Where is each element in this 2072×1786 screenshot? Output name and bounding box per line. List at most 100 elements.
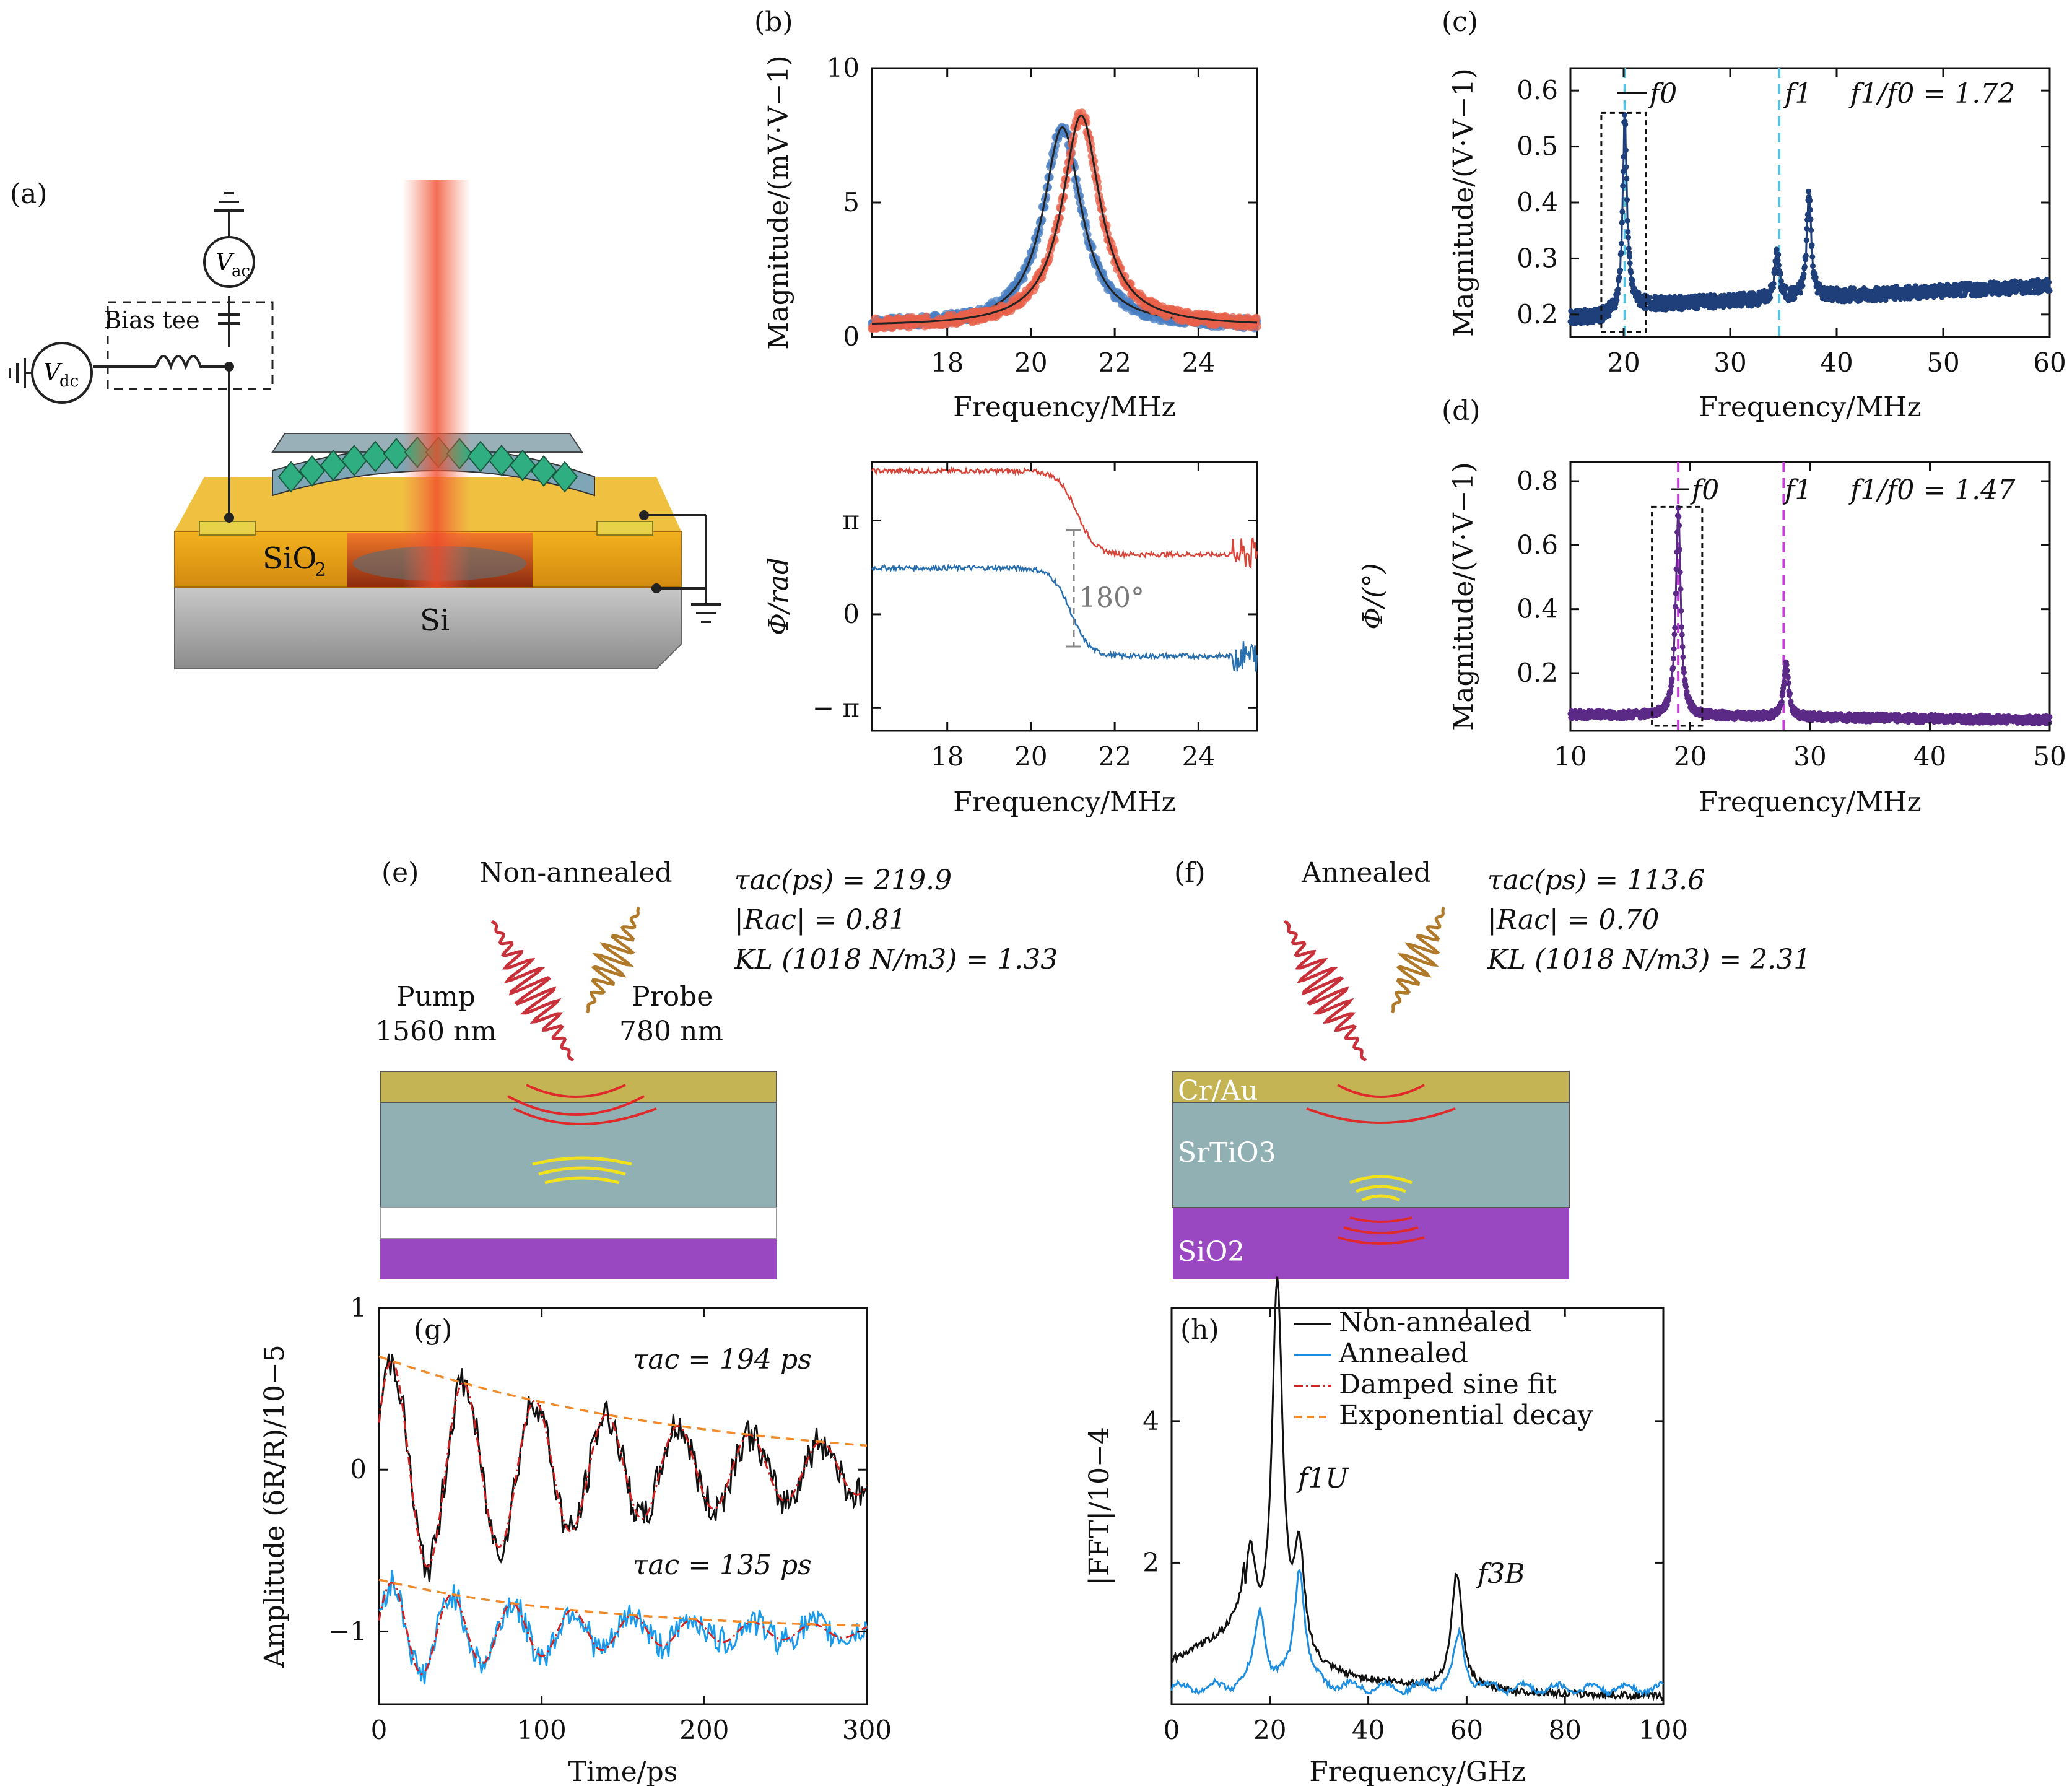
plot-d-ylabel: Magnitude/(V·V−1) — [1448, 462, 1479, 731]
y-tick-label: 1 — [350, 1292, 367, 1323]
x-tick-label: 40 — [1913, 741, 1946, 772]
data-point — [1251, 313, 1261, 323]
x-tick-label: 24 — [1182, 741, 1215, 772]
laser-beam — [403, 180, 471, 588]
inductor-icon — [155, 355, 229, 371]
raw-trace — [378, 1353, 868, 1583]
panel-letter-f: (f) — [1174, 857, 1206, 889]
fit-trace — [378, 1360, 868, 1568]
x-tick-label: 20 — [1014, 347, 1047, 378]
plot-c: 20 30 40 50 600.20.30.40.50.6 Frequency/MHz … — [1448, 67, 2066, 423]
pump-label: Pump — [396, 981, 476, 1013]
vac-label: V — [215, 248, 235, 276]
vac-sub: ac — [232, 262, 250, 281]
plot-b-bottom-marks — [871, 466, 1258, 672]
panel-letter-h: (h) — [1180, 1314, 1219, 1346]
y-tick-label: 0.6 — [1517, 75, 1558, 105]
plot-g: 0 100 200 300 −1 0 1 τac = 194 ps τac = 135 ps… — [259, 1292, 892, 1786]
panel-letter-b: (b) — [754, 6, 793, 38]
sio2-label: SiO — [263, 541, 317, 576]
plot-g-tau1: τac = 194 ps — [633, 1344, 812, 1375]
legend-label: Non-annealed — [1339, 1307, 1532, 1338]
y-tick-label: 0.5 — [1517, 131, 1558, 162]
plot-c-marks — [1567, 68, 2053, 337]
phase-jump-label: 180° — [1079, 582, 1144, 614]
srtio3-layer — [380, 1102, 777, 1208]
y-tick-label: 0.2 — [1517, 658, 1558, 688]
y-tick-label: 5 — [843, 187, 860, 217]
x-tick-label: 20 — [1014, 741, 1047, 772]
plot-c-f1-label: f1 — [1783, 78, 1812, 110]
vac-source-icon — [203, 236, 255, 288]
crystal-octahedron — [551, 461, 578, 493]
y-tick-label: 0.4 — [1517, 594, 1558, 624]
crystal-octahedron — [362, 440, 389, 473]
pump-wavelength: 1560 nm — [375, 1016, 497, 1047]
x-tick-label: 100 — [517, 1715, 567, 1745]
plot-b-top-ylabel: Magnitude/(mV·V−1) — [763, 55, 794, 349]
plot-h-xlabel: Frequency/GHz — [1309, 1756, 1526, 1786]
y-tick-label: −1 — [328, 1616, 367, 1646]
y-tick-label: 0.2 — [1517, 299, 1558, 329]
gap-layer — [380, 1207, 777, 1239]
plot-h-f1-label: f1U — [1296, 1463, 1349, 1494]
x-tick-label: 18 — [931, 741, 964, 772]
crystal-octahedron — [277, 461, 305, 493]
plot-d-ratio: f1/f0 = 1.47 — [1848, 474, 2015, 506]
plot-c-ratio: f1/f0 = 1.72 — [1848, 78, 2015, 110]
crystal-octahedron — [530, 455, 557, 487]
panel-f-title: Annealed — [1301, 857, 1431, 889]
data-point — [1253, 322, 1261, 331]
x-tick-label: 100 — [1639, 1715, 1688, 1745]
y-tick-label: − π — [812, 692, 860, 723]
x-tick-label: 24 — [1182, 347, 1215, 378]
pump-pulse-icon — [490, 920, 575, 1062]
x-tick-label: 0 — [1164, 1715, 1180, 1745]
plot-b-bottom-xlabel: Frequency/MHz — [953, 786, 1175, 818]
bias-tee-box — [107, 301, 274, 390]
plot-c-f0-label: f0 — [1648, 78, 1677, 110]
y-tick-label: 4 — [1143, 1406, 1159, 1436]
plot-b-top-marks — [868, 108, 1261, 333]
x-tick-label: 22 — [1098, 741, 1131, 772]
vdc-label: V — [43, 359, 63, 386]
plot-g-xlabel: Time/ps — [568, 1756, 678, 1786]
x-tick-label: 200 — [679, 1715, 729, 1745]
crystal-octahedron — [467, 440, 494, 473]
x-tick-label: 30 — [1793, 741, 1826, 772]
x-tick-label: 0 — [371, 1715, 388, 1745]
left-electrode — [199, 521, 256, 536]
legend-label: Exponential decay — [1339, 1400, 1593, 1431]
panel-letter-d: (d) — [1442, 395, 1481, 427]
probe-label: Probe — [632, 981, 713, 1013]
panel-f-k: KL (1018 N/m3) = 2.31 — [1487, 944, 1811, 975]
plot-d: 10 20 30 40 50 0.2 0.4 0.6 0.8 Frequency/MHz Mag… — [1448, 461, 2066, 818]
plot-b-top-xlabel: Frequency/MHz — [953, 391, 1175, 423]
plot-c-ylabel: Magnitude/(V·V−1) — [1448, 68, 1479, 337]
x-tick-label: 50 — [2033, 741, 2066, 772]
y-tick-label: 0 — [843, 321, 860, 352]
plot-b-top: 18 20 22 24 0 5 10 Frequency/MHz Magnitude/(mV… — [763, 53, 1261, 423]
plot-g-ylabel: Amplitude (δR/R)/10−5 — [259, 1344, 290, 1668]
y-tick-label: 2 — [1143, 1547, 1159, 1577]
y-tick-label: 10 — [827, 53, 860, 83]
y-tick-label: 0 — [843, 599, 860, 629]
right-electrode — [596, 521, 653, 536]
layer-sio2-label: SiO2 — [1178, 1236, 1245, 1268]
plot-b-bottom: 18 20 22 24 π 0 − π 180° Frequency/MHz Φ/rad Φ… — [763, 461, 1389, 818]
plot-d-xlabel: Frequency/MHz — [1699, 786, 1921, 818]
plot-b-bottom-y2label: Φ/(°) — [1357, 563, 1389, 629]
y-tick-label: 0.3 — [1517, 243, 1558, 273]
plot-c-ticks: 20 30 40 50 60 0.2 0.3 0.4 0.5 0.6 — [1517, 68, 2066, 378]
y-tick-label: 0.8 — [1517, 466, 1558, 496]
panel-letter-g: (g) — [414, 1314, 453, 1346]
fit-line — [872, 126, 1257, 325]
vdc-sub: dc — [59, 372, 79, 391]
x-tick-label: 40 — [1352, 1715, 1385, 1745]
raw-trace — [378, 1570, 868, 1685]
plot-g-tau2: τac = 135 ps — [633, 1549, 812, 1581]
x-tick-label: 60 — [2033, 347, 2066, 378]
